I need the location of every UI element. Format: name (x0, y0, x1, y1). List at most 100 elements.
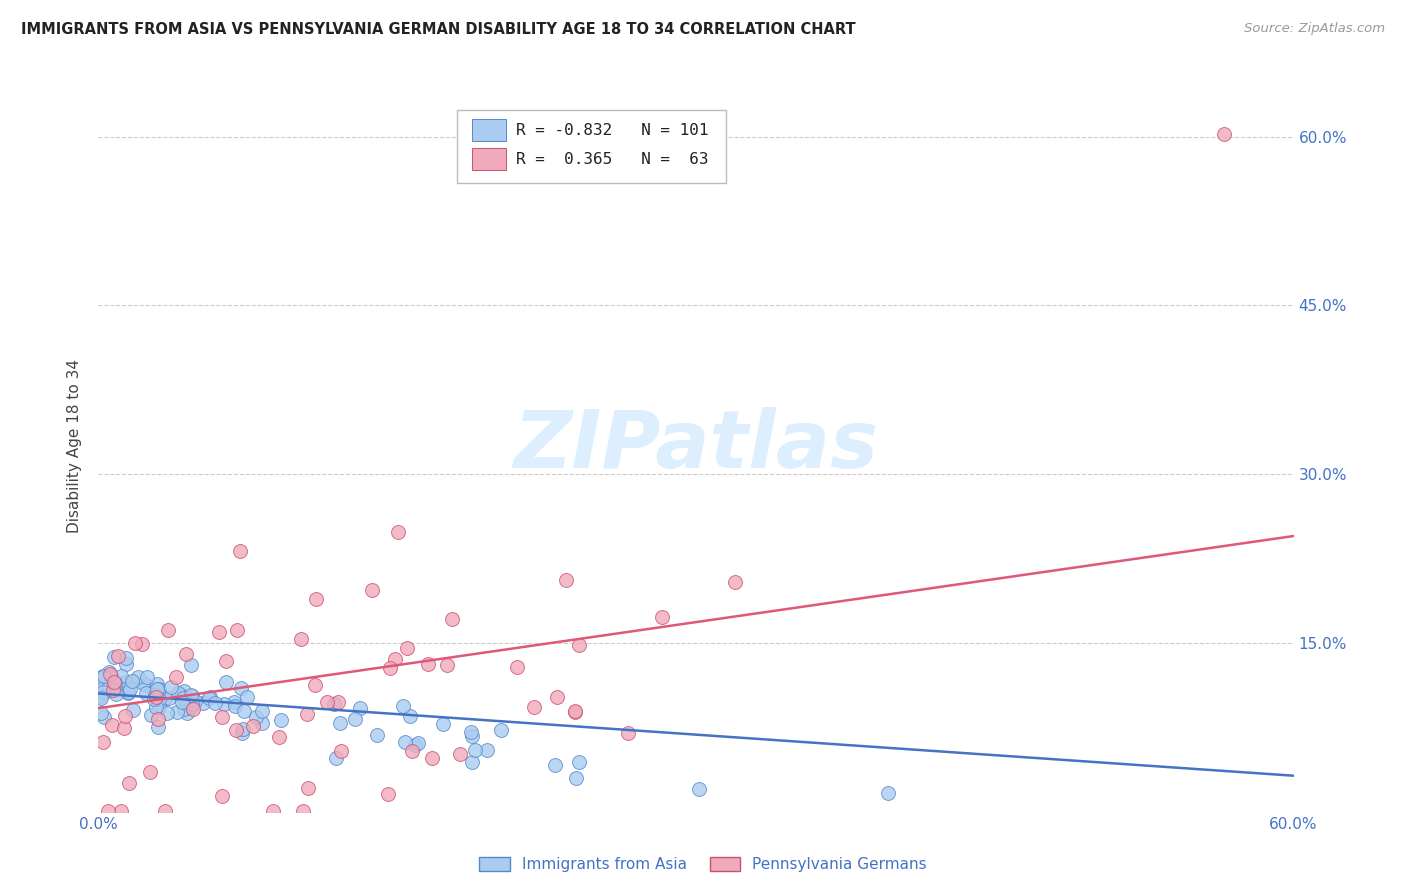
Point (406, 736, 429, 750)
Point (174, 648, 197, 662)
Point (145, 699, 167, 714)
Point (104, 676, 127, 690)
Point (422, 751, 444, 765)
Point (90, 690, 112, 705)
Point (295, 706, 318, 721)
Point (139, 764, 162, 779)
Point (90, 682, 112, 697)
Point (568, 638, 591, 652)
Point (155, 804, 177, 818)
Bar (472, 148, 506, 170)
Point (617, 726, 640, 740)
Point (141, 707, 163, 722)
Point (329, 744, 352, 758)
Point (184, 693, 207, 707)
Point (173, 701, 195, 715)
Point (145, 690, 167, 704)
Point (460, 729, 482, 743)
Legend: Immigrants from Asia, Pennsylvania Germans: Immigrants from Asia, Pennsylvania Germa… (471, 849, 935, 880)
Point (148, 700, 170, 714)
Point (546, 690, 568, 704)
Point (325, 751, 347, 765)
Point (304, 678, 326, 692)
Point (387, 525, 409, 540)
Point (166, 705, 188, 719)
Point (97, 804, 120, 818)
Point (98, 666, 121, 681)
Point (180, 699, 202, 714)
Point (396, 640, 419, 655)
Point (212, 697, 235, 711)
Point (391, 699, 413, 714)
Point (172, 690, 194, 705)
Point (103, 683, 125, 698)
Point (148, 691, 170, 706)
Point (117, 686, 139, 700)
Point (98, 665, 121, 679)
Point (132, 675, 155, 690)
Point (225, 623, 247, 637)
Point (232, 704, 254, 718)
Point (101, 718, 124, 732)
Point (228, 544, 250, 558)
Point (394, 735, 416, 749)
Point (204, 697, 226, 711)
Point (91, 669, 114, 683)
Point (554, 573, 576, 587)
Point (262, 804, 284, 818)
Point (89, 689, 111, 703)
Point (121, 703, 143, 717)
Point (135, 678, 157, 692)
Point (564, 772, 586, 786)
Point (93, 710, 115, 724)
Point (323, 698, 346, 712)
Point (523, 699, 546, 714)
Point (229, 681, 252, 695)
Point (181, 697, 204, 711)
Point (291, 804, 314, 818)
Point (169, 688, 191, 702)
Point (104, 687, 127, 701)
Point (242, 719, 264, 733)
Point (245, 710, 267, 724)
Point (326, 695, 349, 709)
Point (112, 676, 135, 690)
Point (269, 730, 291, 744)
Point (143, 692, 166, 706)
Point (688, 781, 710, 796)
Point (143, 688, 166, 702)
Point (180, 658, 202, 673)
Point (103, 650, 125, 665)
Point (214, 655, 236, 669)
Point (136, 670, 159, 684)
Point (198, 690, 221, 704)
Point (211, 789, 233, 803)
Point (208, 625, 231, 640)
Point (114, 708, 136, 723)
Point (90, 706, 112, 720)
Text: IMMIGRANTS FROM ASIA VS PENNSYLVANIA GERMAN DISABILITY AGE 18 TO 34 CORRELATION : IMMIGRANTS FROM ASIA VS PENNSYLVANIA GER… (21, 22, 856, 37)
Point (115, 657, 138, 671)
Point (156, 623, 179, 637)
Point (180, 688, 202, 702)
Point (329, 716, 352, 731)
Point (564, 704, 586, 718)
Text: Source: ZipAtlas.com: Source: ZipAtlas.com (1244, 22, 1385, 36)
Point (89, 671, 111, 685)
Point (100, 670, 122, 684)
Point (115, 651, 138, 665)
Point (290, 632, 312, 646)
Point (118, 776, 141, 790)
Point (401, 744, 423, 758)
Point (651, 609, 673, 624)
Point (250, 715, 273, 730)
Point (361, 583, 384, 598)
Point (343, 712, 366, 726)
Point (197, 690, 219, 705)
Point (1212, 128, 1234, 142)
Point (297, 780, 319, 795)
Bar (472, 119, 506, 141)
Text: R =  0.365   N =  63: R = 0.365 N = 63 (516, 152, 709, 167)
Point (377, 787, 399, 801)
Point (91, 735, 114, 749)
